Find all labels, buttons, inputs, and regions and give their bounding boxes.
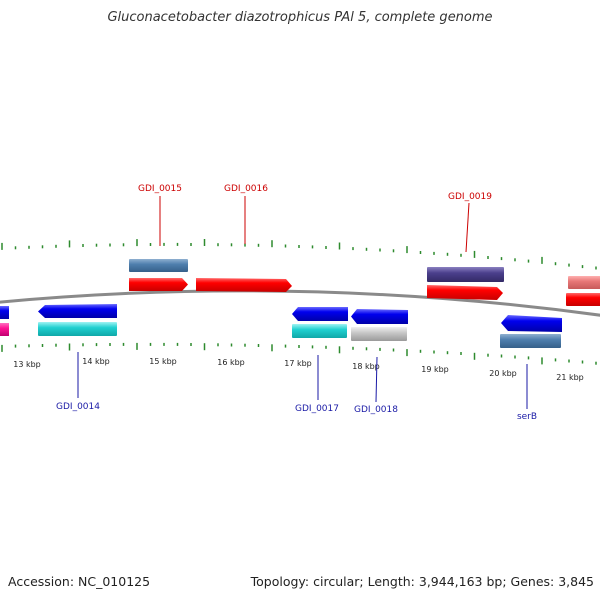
accession-text: Accession: NC_010125 <box>8 574 151 589</box>
gene-label-GDI_0017[interactable]: GDI_0017 <box>295 404 339 414</box>
feature-purple-19[interactable] <box>427 267 504 282</box>
label-callout-lines <box>77 196 528 409</box>
feature-pink-21[interactable] <box>568 276 600 289</box>
inner-tick-marks <box>1 342 597 365</box>
gene-GDI_0016-arrow[interactable] <box>196 278 292 292</box>
feature-cyan-14[interactable] <box>38 322 117 336</box>
gene-GDI_0014-arrow[interactable] <box>38 304 117 318</box>
gene-label-GDI_0018[interactable]: GDI_0018 <box>354 405 398 415</box>
tick-label-13kbp: 13 kbp <box>13 360 41 369</box>
feature-steelblue-20[interactable] <box>500 334 561 348</box>
feature-gray-18[interactable] <box>351 327 407 341</box>
gene-label-GDI_0019[interactable]: GDI_0019 <box>448 192 492 202</box>
gene-GDI_0015-arrow[interactable] <box>129 278 188 291</box>
gene-label-GDI_0016[interactable]: GDI_0016 <box>224 184 268 194</box>
genome-summary-text: Topology: circular; Length: 3,944,163 bp… <box>250 574 594 589</box>
feature-blue-12[interactable] <box>0 306 9 319</box>
outer-tick-marks <box>1 239 597 270</box>
gene-GDI_0018-arrow[interactable] <box>351 309 408 324</box>
feature-cyan-17[interactable] <box>292 324 347 338</box>
tick-label-19kbp: 19 kbp <box>421 365 449 374</box>
reverse-strand-features <box>0 304 562 348</box>
feature-magenta-12[interactable] <box>0 323 9 336</box>
gene-label-GDI_0015[interactable]: GDI_0015 <box>138 184 182 194</box>
gene-serB-arrow[interactable] <box>501 315 562 332</box>
gene-label-serB[interactable]: serB <box>517 412 537 422</box>
tick-label-17kbp: 17 kbp <box>284 359 312 368</box>
feature-red-21[interactable] <box>566 293 600 306</box>
tick-label-15kbp: 15 kbp <box>149 357 177 366</box>
tick-label-14kbp: 14 kbp <box>82 357 110 366</box>
gene-label-GDI_0014[interactable]: GDI_0014 <box>56 402 100 412</box>
forward-strand-features <box>129 259 600 306</box>
tick-label-21kbp: 21 kbp <box>556 373 584 382</box>
tick-label-18kbp: 18 kbp <box>352 362 380 371</box>
map-title: Gluconacetobacter diazotrophicus PAl 5, … <box>107 10 493 25</box>
gene-GDI_0019-arrow[interactable] <box>427 285 503 300</box>
tick-label-16kbp: 16 kbp <box>217 358 245 367</box>
tick-label-20kbp: 20 kbp <box>489 369 517 378</box>
feature-steelblue-15[interactable] <box>129 259 188 272</box>
genome-backbone <box>0 289 600 317</box>
gene-GDI_0017-arrow[interactable] <box>292 307 348 321</box>
